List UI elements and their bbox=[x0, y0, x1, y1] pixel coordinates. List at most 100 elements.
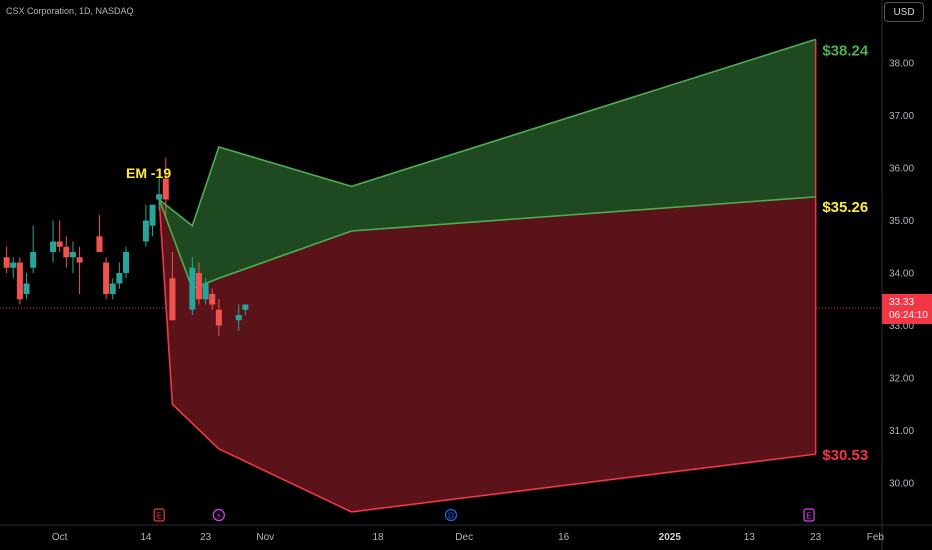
candle-body bbox=[209, 294, 216, 305]
candle-body bbox=[76, 257, 83, 263]
candle-body bbox=[202, 283, 209, 300]
candle-body bbox=[162, 178, 169, 200]
mid-line bbox=[158, 196, 816, 290]
candle bbox=[123, 246, 129, 279]
time-axis-tick: Nov bbox=[256, 532, 274, 543]
split-marker-icon bbox=[212, 508, 225, 522]
current-price-label: 33.33 06:24:10 bbox=[882, 294, 932, 324]
candle-body bbox=[50, 241, 57, 252]
bar-countdown: 06:24:10 bbox=[889, 310, 928, 321]
price-axis-tick: 38.00 bbox=[889, 59, 914, 70]
candle-body bbox=[149, 204, 156, 226]
candle-body bbox=[242, 304, 249, 310]
time-axis-tick: 2025 bbox=[659, 532, 682, 543]
chart-annotation: EM -19 bbox=[126, 165, 171, 181]
upper-band-line bbox=[158, 38, 816, 228]
upper-zone-fill bbox=[159, 39, 816, 289]
candle-body bbox=[195, 273, 202, 300]
candle-body bbox=[63, 246, 70, 258]
time-axis-tick: Feb bbox=[867, 532, 885, 543]
event-marker[interactable]: ⚡ bbox=[212, 508, 225, 522]
time-axis-tick: 14 bbox=[140, 532, 152, 543]
candle bbox=[30, 225, 37, 273]
candle-body bbox=[103, 262, 110, 294]
chart-annotation: $35.26 bbox=[822, 199, 868, 216]
candle bbox=[149, 204, 156, 237]
candle bbox=[96, 215, 103, 252]
candle bbox=[69, 241, 76, 273]
currency-button[interactable]: USD bbox=[884, 2, 924, 22]
chart-annotation: $38.24 bbox=[822, 42, 869, 59]
candle bbox=[109, 278, 116, 300]
candle-body bbox=[235, 315, 242, 321]
event-marker-letter: D bbox=[448, 512, 454, 521]
candle-body bbox=[56, 241, 63, 247]
candle-body bbox=[109, 283, 116, 294]
candle-body bbox=[189, 267, 196, 310]
candle bbox=[50, 220, 57, 263]
candle-body bbox=[10, 262, 17, 268]
candle-body bbox=[69, 252, 76, 258]
candle bbox=[23, 273, 30, 300]
candle bbox=[16, 257, 23, 305]
time-axis-tick: Oct bbox=[52, 532, 68, 543]
candle-body bbox=[116, 273, 123, 284]
candle bbox=[202, 278, 209, 305]
candle-body bbox=[142, 220, 149, 242]
candle bbox=[162, 157, 169, 216]
candle bbox=[235, 304, 242, 331]
candle bbox=[63, 236, 70, 268]
lower-zone-fill bbox=[159, 196, 816, 512]
time-axis-tick: 23 bbox=[810, 532, 822, 543]
price-axis-tick: 34.00 bbox=[889, 269, 914, 280]
event-marker-letter: E bbox=[157, 512, 162, 521]
candle-body bbox=[23, 283, 30, 294]
candle bbox=[169, 252, 176, 321]
earnings-marker-icon bbox=[153, 508, 165, 522]
lower-band-line bbox=[158, 199, 816, 513]
expected-move-zones bbox=[158, 38, 817, 513]
time-axis-tick: Dec bbox=[455, 532, 473, 543]
candle bbox=[189, 257, 196, 315]
candle-body bbox=[215, 309, 222, 326]
symbol-title[interactable]: CSX Corporation, 1D, NASDAQ bbox=[6, 6, 134, 16]
chart-annotation: $30.53 bbox=[822, 447, 868, 464]
candle-body bbox=[156, 194, 163, 200]
candle bbox=[195, 262, 202, 305]
time-axis-tick: 16 bbox=[558, 532, 570, 543]
candle bbox=[56, 220, 63, 252]
candle-body bbox=[30, 252, 37, 268]
price-axis-tick: 31.00 bbox=[889, 426, 914, 437]
price-axis-tick: 36.00 bbox=[889, 164, 914, 175]
annotation-layer: EM -19 $38.24 $35.26 $30.53 bbox=[126, 42, 869, 464]
event-marker-letter: E bbox=[807, 512, 812, 521]
candle-body bbox=[169, 278, 176, 321]
candle bbox=[116, 262, 123, 289]
time-axis-tick: 13 bbox=[744, 532, 756, 543]
candle bbox=[10, 257, 17, 279]
candle bbox=[142, 204, 149, 247]
candle-body bbox=[16, 262, 23, 300]
price-axis-tick: 32.00 bbox=[889, 374, 914, 385]
candle bbox=[103, 257, 110, 300]
event-marker-letter: ⚡ bbox=[216, 512, 222, 521]
event-marker[interactable]: E bbox=[153, 508, 165, 522]
time-axis-tick: 18 bbox=[372, 532, 384, 543]
candle-body bbox=[123, 252, 129, 273]
price-axis-tick: 35.00 bbox=[889, 216, 914, 227]
candle-body bbox=[96, 236, 103, 252]
candle-body bbox=[3, 257, 10, 268]
event-markers[interactable]: E ⚡ D E bbox=[153, 508, 815, 522]
event-marker[interactable]: D bbox=[444, 508, 458, 522]
event-marker[interactable]: E bbox=[803, 508, 815, 522]
candle bbox=[215, 299, 222, 336]
candle bbox=[156, 173, 163, 210]
price-axis-tick: 30.00 bbox=[889, 479, 914, 490]
earnings-marker-icon bbox=[803, 508, 815, 522]
dividend-marker-icon bbox=[444, 508, 458, 522]
candlestick-series bbox=[3, 157, 249, 336]
candle bbox=[3, 246, 10, 273]
candle bbox=[76, 246, 83, 294]
